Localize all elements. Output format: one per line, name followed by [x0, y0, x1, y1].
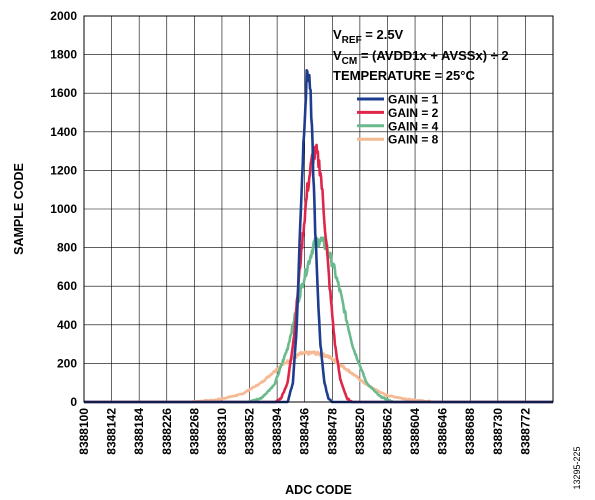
x-tick-label: 8388688 — [463, 408, 477, 455]
x-tick-label: 8388772 — [518, 408, 532, 455]
annotation-line: VCM = (AVDD1x + AVSSx) ÷ 2 — [333, 48, 509, 67]
figure-id: 13295-225 — [572, 446, 582, 489]
y-tick-label: 1200 — [50, 163, 77, 177]
x-tick-label: 8388352 — [243, 408, 257, 455]
x-tick-label: 8388562 — [380, 408, 394, 455]
annotation-block: VREF = 2.5V VCM = (AVDD1x + AVSSx) ÷ 2TEM… — [333, 27, 509, 83]
y-tick-label: 2000 — [50, 9, 77, 23]
x-tick-label: 8388142 — [105, 408, 119, 455]
x-tick-label: 8388604 — [408, 408, 422, 455]
x-tick-label: 8388310 — [215, 408, 229, 455]
y-tick-label: 200 — [57, 356, 77, 370]
x-tick-label: 8388520 — [353, 408, 367, 455]
x-tick-label: 8388100 — [77, 408, 91, 455]
y-tick-label: 600 — [57, 279, 77, 293]
x-tick-label: 8388436 — [298, 408, 312, 455]
y-tick-label: 1000 — [50, 202, 77, 216]
y-tick-label: 1600 — [50, 86, 77, 100]
annotation-line: VREF = 2.5V — [333, 27, 404, 46]
legend-label: GAIN = 1 — [388, 93, 439, 107]
y-tick-label: 800 — [57, 241, 77, 255]
y-tick-labels: 0 200 400 600 800 1000 1200 1400 1600 1800 2000 — [50, 9, 77, 409]
annotation-line: TEMPERATURE = 25°C — [333, 68, 475, 83]
x-axis-label: ADC CODE — [285, 483, 352, 497]
y-axis-label: SAMPLE CODE — [12, 163, 26, 255]
x-tick-label: 8388226 — [160, 408, 174, 455]
y-tick-label: 1800 — [50, 48, 77, 62]
legend-label: GAIN = 2 — [388, 106, 439, 120]
x-tick-label: 8388394 — [270, 408, 284, 455]
x-tick-label: 8388730 — [491, 408, 505, 455]
y-tick-label: 1400 — [50, 125, 77, 139]
x-tick-label: 8388268 — [187, 408, 201, 455]
x-tick-label: 8388184 — [132, 408, 146, 455]
grid — [83, 15, 553, 403]
legend-label: GAIN = 8 — [388, 133, 439, 147]
x-tick-label: 8388478 — [325, 408, 339, 455]
x-tick-labels: 8388100 8388142 8388184 8388226 8388268 83883… — [77, 408, 532, 455]
y-tick-label: 400 — [57, 318, 77, 332]
series-layer — [83, 68, 554, 404]
legend-label: GAIN = 4 — [388, 119, 439, 133]
plot-frame — [83, 15, 554, 403]
y-tick-label: 0 — [70, 395, 77, 409]
series-line — [83, 350, 554, 404]
x-tick-label: 8388646 — [436, 408, 450, 455]
